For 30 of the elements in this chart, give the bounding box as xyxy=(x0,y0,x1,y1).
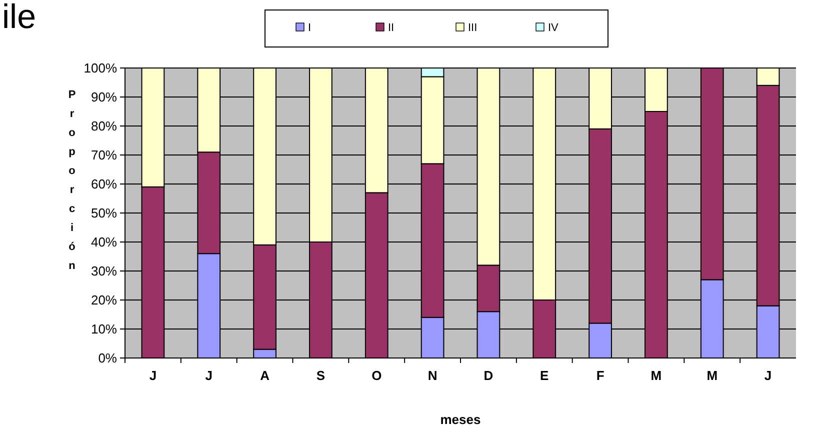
text: Proporción xyxy=(68,89,76,272)
chart-title: ile xyxy=(2,0,36,36)
legend-label: IV xyxy=(548,22,560,34)
y-tick-label: 20% xyxy=(90,292,118,308)
x-tick-label: D xyxy=(484,368,494,383)
y-tick-label: 10% xyxy=(90,322,118,337)
y-tick-label: 50% xyxy=(90,206,118,221)
x-tick-label: E xyxy=(540,368,550,383)
x-tick-label: F xyxy=(596,368,604,383)
legend-label: III xyxy=(468,22,478,34)
x-tick-label: S xyxy=(316,368,326,383)
x-tick-label: O xyxy=(372,368,382,383)
y-tick-label: 0% xyxy=(98,350,118,366)
y-tick-label: 80% xyxy=(90,118,118,134)
y-tick-label: 30% xyxy=(90,264,118,279)
x-tick-label: A xyxy=(260,368,270,383)
x-tick-label: J xyxy=(205,368,212,383)
y-tick-label: 90% xyxy=(90,90,118,105)
legend-label: II xyxy=(388,22,394,34)
x-tick-label: J xyxy=(149,368,157,383)
legend-label: I xyxy=(308,22,312,34)
y-tick-label: 100% xyxy=(84,60,118,76)
y-tick-label: 70% xyxy=(90,148,118,163)
x-axis-title: meses xyxy=(440,412,481,427)
x-tick-label: M xyxy=(650,368,662,383)
x-tick-label: N xyxy=(428,368,438,383)
y-tick-label: 60% xyxy=(90,176,118,192)
x-tick-label: J xyxy=(764,368,772,383)
y-tick-label: 40% xyxy=(90,234,118,250)
x-tick-label: M xyxy=(706,368,718,383)
